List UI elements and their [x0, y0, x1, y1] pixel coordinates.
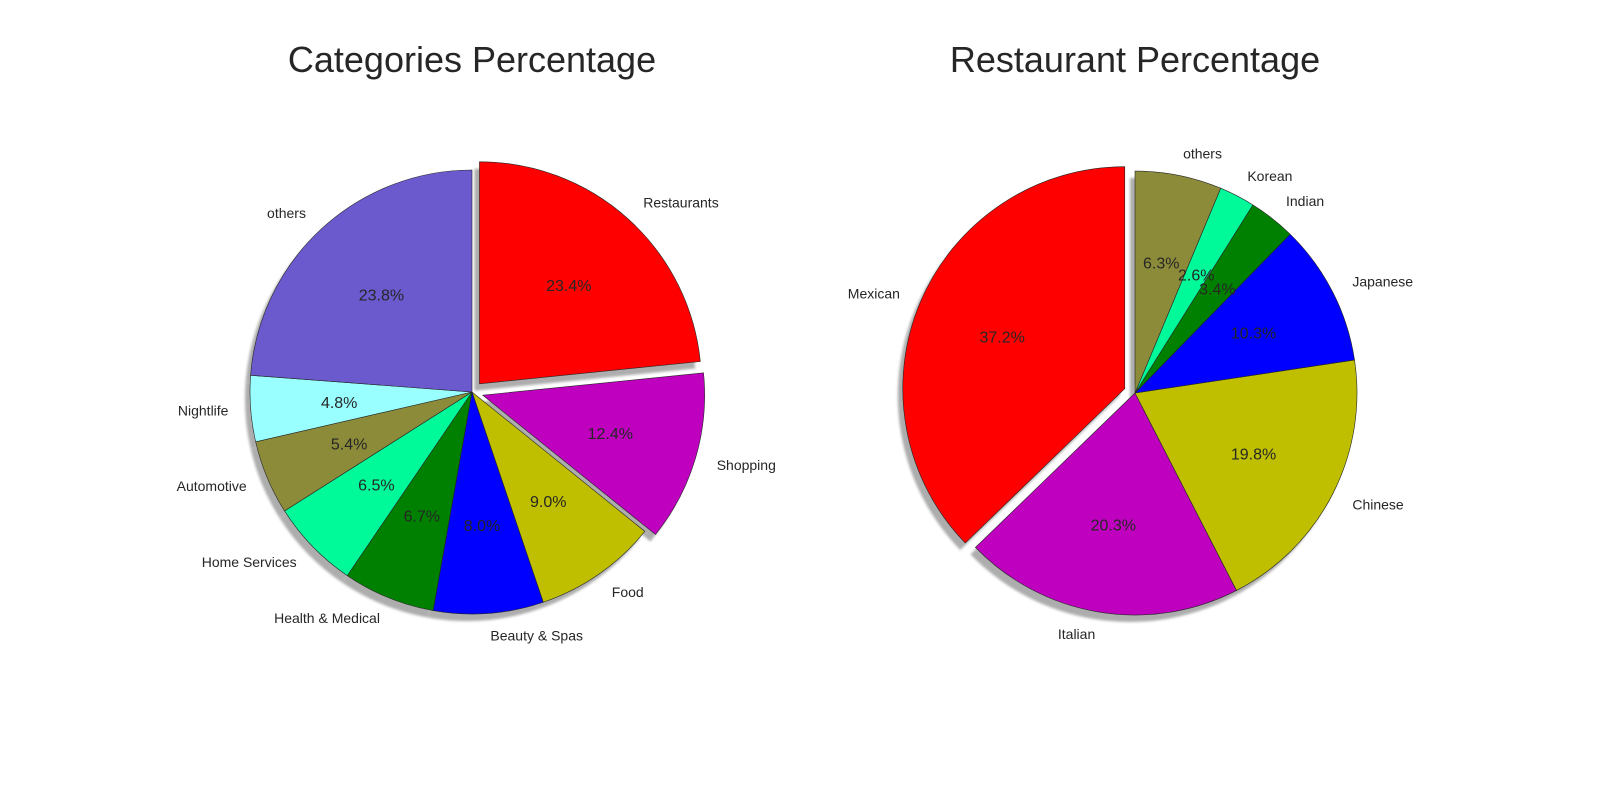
categories-pie-chart: Categories Percentage Restaurants 23.4% Sh… [177, 39, 776, 644]
categories-pct-home-services: 6.5% [358, 478, 394, 495]
restaurant-slice-chinese [1134, 359, 1358, 591]
restaurant-label-mexican: Mexican [848, 285, 900, 301]
restaurant-label-italian: Italian [1058, 626, 1095, 642]
restaurant-pct-others: 6.3% [1143, 255, 1179, 272]
restaurant-slice-others [1134, 170, 1222, 394]
restaurant-label-others: others [1183, 146, 1222, 162]
categories-label-health-and-medical: Health & Medical [274, 610, 380, 626]
categories-slice-food [471, 391, 646, 603]
restaurant-chart-title: Restaurant Percentage [950, 39, 1320, 80]
categories-label-shopping: Shopping [717, 457, 776, 473]
categories-pct-nightlife: 4.8% [321, 395, 357, 412]
categories-pct-others: 23.8% [359, 287, 404, 304]
restaurant-pct-indian: 3.4% [1199, 281, 1235, 298]
restaurant-pct-korean: 2.6% [1178, 268, 1214, 285]
restaurant-label-chinese: Chinese [1352, 496, 1404, 512]
categories-pct-beauty-and-spas: 8.0% [464, 518, 500, 535]
restaurant-label-indian: Indian [1286, 193, 1324, 209]
restaurant-label-japanese: Japanese [1352, 274, 1413, 290]
restaurant-pct-chinese: 19.8% [1231, 447, 1276, 464]
categories-label-nightlife: Nightlife [178, 402, 229, 418]
categories-slice-beauty-and-spas [432, 391, 544, 615]
restaurant-pct-japanese: 10.3% [1231, 325, 1276, 342]
categories-label-restaurants: Restaurants [643, 195, 718, 211]
categories-slice-others [250, 169, 473, 393]
restaurant-pct-mexican: 37.2% [979, 330, 1024, 347]
restaurant-slice-mexican [902, 166, 1126, 544]
categories-pct-restaurants: 23.4% [546, 278, 591, 295]
restaurant-label-korean: Korean [1247, 168, 1292, 184]
categories-labels: Restaurants 23.4% Shopping 12.4% Food 9.0% Bea… [177, 195, 776, 644]
restaurant-labels: Mexican 37.2% Italian 20.3% Chinese 19.8% Japa… [848, 146, 1413, 642]
categories-slice-restaurants [479, 161, 701, 385]
categories-pct-health-and-medical: 6.7% [404, 508, 440, 525]
categories-label-food: Food [612, 584, 644, 600]
categories-chart-title: Categories Percentage [288, 39, 656, 80]
restaurant-pie-chart: Restaurant Percentage Mexican 37.2% Italia… [848, 39, 1413, 642]
categories-pct-automotive: 5.4% [331, 436, 367, 453]
categories-wedges [249, 161, 705, 615]
categories-label-others: others [267, 205, 306, 221]
categories-label-automotive: Automotive [177, 478, 247, 494]
categories-label-home-services: Home Services [202, 554, 297, 570]
categories-pct-food: 9.0% [530, 494, 566, 511]
restaurant-slice-japanese [1134, 233, 1355, 394]
categories-slice-shopping [481, 372, 705, 535]
restaurant-wedges [902, 166, 1358, 616]
categories-label-beauty-and-spas: Beauty & Spas [490, 628, 583, 644]
restaurant-slice-italian [975, 392, 1237, 616]
categories-pct-shopping: 12.4% [588, 426, 633, 443]
restaurant-pct-italian: 20.3% [1091, 517, 1136, 534]
